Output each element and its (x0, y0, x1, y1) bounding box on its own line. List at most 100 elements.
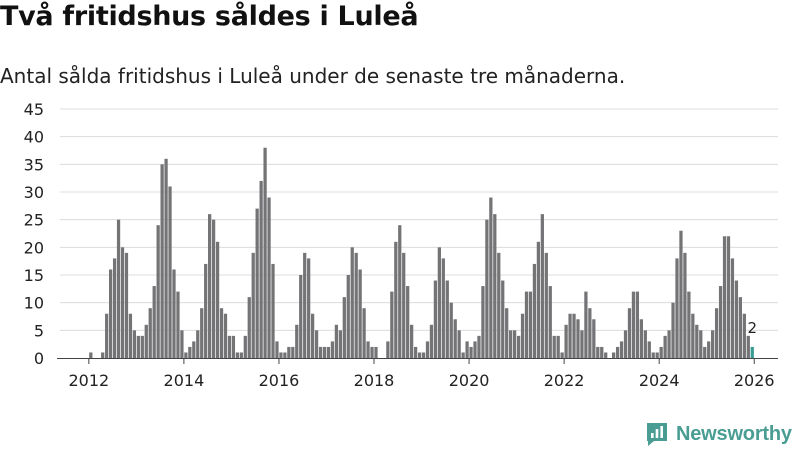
bar (639, 319, 643, 358)
bar (116, 219, 121, 358)
bar (326, 346, 331, 358)
bar (168, 186, 172, 358)
bar (354, 252, 358, 358)
bar (140, 335, 144, 358)
bar (532, 263, 537, 358)
bar (196, 330, 200, 358)
bar (734, 280, 739, 358)
bar (631, 291, 636, 358)
bar (299, 275, 303, 358)
bar (433, 280, 438, 358)
bar (425, 341, 430, 358)
y-tick-label: 0 (34, 349, 44, 368)
bar (524, 291, 529, 358)
bar (307, 258, 311, 358)
bar (112, 258, 117, 358)
bar (350, 247, 354, 358)
bar (160, 164, 164, 358)
bar (493, 214, 497, 358)
bar (612, 352, 616, 358)
bar (568, 313, 572, 358)
bar (600, 346, 604, 358)
bar (695, 324, 699, 358)
bar (659, 346, 663, 358)
bar (465, 341, 469, 358)
x-tick-label: 2014 (164, 371, 205, 390)
bars (89, 147, 754, 358)
bar (101, 352, 105, 358)
chart-subtitle: Antal sålda fritidshus i Luleå under de … (0, 64, 626, 88)
bar (366, 341, 370, 358)
bar (204, 263, 208, 358)
bar (623, 330, 628, 358)
bar (655, 352, 659, 358)
y-tick-label: 35 (24, 155, 44, 174)
y-axis-tick-labels: 0 5 10 15 20 25 30 35 40 45 (24, 100, 44, 368)
bar (223, 313, 228, 358)
bar (144, 324, 148, 358)
bar (314, 330, 319, 358)
bar (342, 297, 346, 358)
bar (231, 335, 236, 358)
bar (279, 352, 283, 358)
bar (235, 352, 239, 358)
bar (188, 346, 192, 358)
bar (699, 330, 703, 358)
bar (742, 313, 746, 358)
bar (714, 308, 719, 358)
bar (334, 324, 339, 358)
bar (386, 341, 390, 358)
bar (192, 341, 196, 358)
bar (687, 291, 691, 358)
bar (227, 335, 232, 358)
bar (647, 341, 651, 358)
bar (215, 241, 220, 358)
bar (619, 341, 624, 358)
bar (176, 291, 180, 358)
bar (592, 319, 596, 358)
bar (132, 330, 137, 358)
annotations: 2 (747, 319, 757, 337)
bar (615, 346, 620, 358)
bar (148, 308, 152, 358)
bar (200, 308, 204, 358)
bar (679, 230, 683, 358)
bar (105, 313, 109, 358)
bar (406, 286, 410, 358)
bar (410, 324, 414, 358)
bar (402, 252, 406, 358)
brand-logo: Newsworthy (645, 420, 792, 448)
bar (516, 335, 521, 358)
bar (287, 346, 291, 358)
bar (283, 352, 287, 358)
bar (437, 247, 441, 358)
bar (303, 252, 307, 358)
bar (627, 308, 632, 358)
bar (497, 252, 501, 358)
bar (738, 297, 742, 358)
bar (675, 258, 679, 358)
bar (295, 324, 299, 358)
bar (540, 214, 544, 358)
bar (89, 352, 93, 358)
y-tick-label: 45 (24, 100, 44, 119)
y-tick-label: 10 (24, 294, 44, 313)
bar (449, 302, 453, 358)
bar (663, 335, 667, 358)
bar (164, 158, 168, 358)
bar (390, 291, 394, 358)
bar (520, 313, 525, 358)
bar (291, 346, 295, 358)
bar (184, 352, 188, 358)
bar (560, 352, 564, 358)
bar (604, 352, 608, 358)
bar (346, 275, 350, 358)
x-tick-label: 2012 (68, 371, 109, 390)
bar (556, 335, 560, 358)
bar (211, 219, 216, 358)
x-tick-label: 2022 (544, 371, 585, 390)
bar (310, 313, 315, 358)
bar (564, 324, 568, 358)
bar (477, 335, 481, 358)
bar (512, 330, 517, 358)
